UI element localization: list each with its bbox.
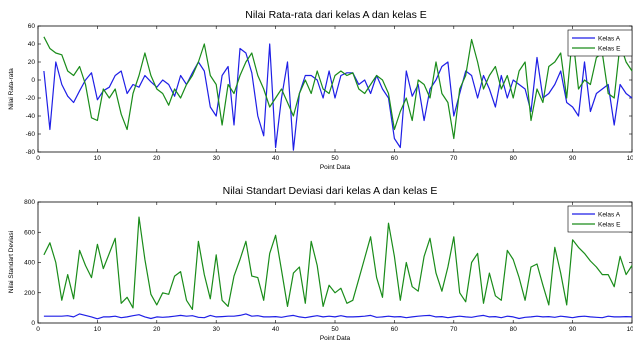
y-tick-label: 0 [31,77,35,84]
x-tick-label: 70 [450,326,458,333]
chart-title: Nilai Standart Deviasi dari kelas A dan … [223,185,438,197]
series-line-kelas-e [43,216,633,310]
x-tick-label: 10 [94,155,102,162]
x-tick-label: 80 [510,155,518,162]
legend: Kelas A Kelas E [567,29,633,57]
y-tick-label: 60 [28,23,36,30]
x-tick-label: 100 [627,155,633,162]
plot-area [37,201,633,324]
x-axis-label: Point Data [320,164,351,171]
y-axis-label: Nilai Standart Deviasi [8,231,15,293]
x-tick-label: 90 [569,326,577,333]
y-tick-label: 600 [24,229,35,236]
y-tick-label: 40 [28,41,36,48]
x-tick-label: 90 [569,155,577,162]
y-tick-label: 0 [31,320,35,327]
y-tick-label: -60 [26,131,36,138]
chart-rata-rata: Nilai Rata-rata dari kelas A dan kelas E… [8,9,633,171]
y-axis-label: Nilai Rata-rata [8,68,15,110]
x-tick-label: 20 [153,326,161,333]
x-tick-label: 0 [36,155,40,162]
x-tick-label: 30 [213,155,221,162]
y-tick-label: 20 [28,59,36,66]
y-tick-label: -80 [26,149,36,156]
legend-label-kelas-a: Kelas A [598,212,621,219]
chart-title: Nilai Rata-rata dari kelas A dan kelas E [245,9,427,21]
x-tick-label: 60 [391,155,399,162]
y-tick-label: 200 [24,290,35,297]
y-tick-label: 800 [24,199,35,206]
legend-label-kelas-e: Kelas E [598,222,621,229]
legend-label-kelas-e: Kelas E [598,46,621,53]
x-tick-label: 10 [94,326,102,333]
x-tick-label: 50 [331,326,339,333]
x-tick-label: 20 [153,155,161,162]
x-axis-label: Point Data [320,335,351,342]
x-tick-label: 30 [213,326,221,333]
legend-label-kelas-a: Kelas A [598,36,621,43]
y-tick-label: 400 [24,260,35,267]
series-line-kelas-a [43,43,633,151]
x-tick-label: 60 [391,326,399,333]
plot-area [37,25,633,153]
x-tick-label: 50 [331,155,339,162]
series-line-kelas-e [43,34,633,140]
x-tick-label: 70 [450,155,458,162]
x-tick-label: 0 [36,326,40,333]
y-tick-label: -20 [26,95,36,102]
x-tick-label: 40 [272,155,280,162]
y-tick-label: -40 [26,113,36,120]
x-tick-label: 80 [510,326,518,333]
x-tick-label: 100 [627,326,633,333]
x-tick-label: 40 [272,326,280,333]
chart-standart-deviasi: Nilai Standart Deviasi dari kelas A dan … [8,185,633,342]
legend: Kelas A Kelas E [567,205,633,233]
series-line-kelas-a [43,313,633,320]
